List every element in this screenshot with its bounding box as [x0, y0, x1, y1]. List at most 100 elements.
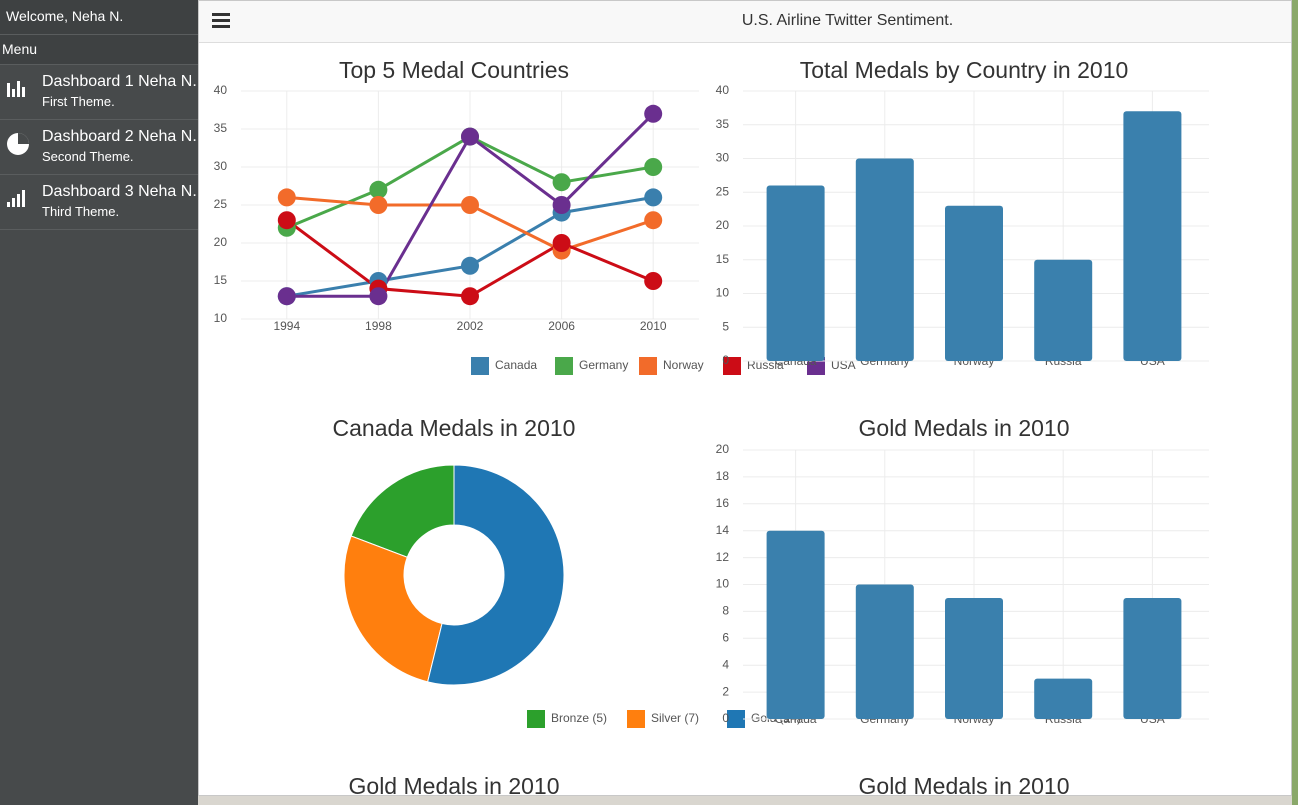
item-subtitle: Third Theme.: [42, 204, 120, 219]
point: [552, 234, 571, 252]
menu-label: Menu: [0, 35, 198, 65]
point: [552, 173, 571, 192]
chart-title: Top 5 Medal Countries: [339, 57, 569, 83]
point: [461, 287, 479, 306]
point: [277, 188, 296, 207]
header: U.S. Airline Twitter Sentiment.: [199, 1, 1291, 43]
y-tick-label: 15: [214, 273, 228, 287]
bar: [766, 530, 825, 719]
bar: [766, 185, 825, 361]
y-tick-label: 8: [722, 604, 729, 618]
y-tick-label: 14: [716, 523, 730, 537]
menu-item[interactable]: Dashboard 3 Neha N. Third Theme.: [0, 175, 198, 230]
point: [369, 287, 388, 306]
legend-label: Silver (7): [651, 711, 699, 725]
legend-label: Bronze (5): [551, 711, 607, 725]
legend-label: Canada: [495, 358, 537, 372]
y-tick-label: 25: [214, 197, 228, 211]
item-title: Dashboard 3 Neha N.: [42, 183, 197, 200]
icon: [7, 81, 25, 97]
legend-swatch: [639, 357, 657, 375]
y-tick-label: 10: [716, 286, 730, 300]
x-tick-label: 2002: [457, 319, 484, 333]
y-tick-label: 30: [214, 159, 228, 173]
welcome: Welcome, Neha N.: [0, 0, 198, 35]
legend-swatch: [627, 710, 645, 728]
point: [369, 196, 388, 214]
menu-item[interactable]: Dashboard 2 Neha N. Second Theme.: [0, 120, 198, 175]
icon: [7, 133, 29, 155]
y-tick-label: 10: [214, 311, 228, 325]
point: [277, 211, 296, 230]
bar: [1123, 597, 1182, 719]
x-tick-label: 1994: [273, 319, 300, 333]
point: [552, 196, 571, 214]
item-title: Dashboard 2 Neha N.: [42, 128, 197, 145]
bar: [855, 158, 914, 361]
y-tick-label: 2: [722, 684, 729, 698]
legend-label: USA: [831, 358, 856, 372]
point: [461, 196, 479, 214]
point: [644, 158, 663, 176]
x-tick-label: 1998: [365, 319, 392, 333]
y-tick-label: 0: [722, 353, 729, 367]
x-tick-label: 2006: [548, 319, 575, 333]
x-tick-label: 2010: [640, 319, 667, 333]
y-tick-label: 18: [716, 469, 730, 483]
menu-item[interactable]: Dashboard 1 Neha N. First Theme.: [0, 65, 198, 120]
legend-swatch: [723, 357, 741, 375]
bar: [1034, 259, 1093, 361]
slice: [350, 464, 455, 558]
sidebar: Welcome, Neha N. Menu Dashboard 1 Neha N…: [0, 0, 198, 805]
item-subtitle: Second Theme.: [42, 149, 134, 164]
legend-swatch: [727, 710, 745, 728]
y-tick-label: 35: [214, 121, 228, 135]
point: [644, 104, 663, 123]
point: [461, 127, 479, 146]
point: [644, 211, 663, 230]
y-tick-label: 20: [716, 218, 730, 232]
y-tick-label: 4: [722, 657, 729, 671]
y-tick-label: 6: [722, 630, 729, 644]
point: [277, 287, 296, 306]
y-tick-label: 15: [716, 252, 730, 266]
chart-title: Gold Medals in 2010: [349, 773, 560, 796]
point: [369, 180, 388, 199]
main-panel: U.S. Airline Twitter Sentiment. Top 5 Me…: [198, 0, 1292, 796]
chart-title: Gold Medals in 2010: [859, 773, 1070, 796]
hamburger[interactable]: [212, 13, 232, 29]
point: [644, 272, 663, 290]
legend-swatch: [471, 357, 489, 375]
y-tick-label: 10: [716, 577, 730, 591]
point: [644, 188, 663, 207]
bar: [1034, 678, 1093, 719]
item-subtitle: First Theme.: [42, 94, 115, 109]
y-tick-label: 35: [716, 117, 730, 131]
icon: [7, 190, 25, 207]
legend-label: Germany: [579, 358, 628, 372]
slice: [427, 464, 565, 686]
chart-title: Gold Medals in 2010: [859, 415, 1070, 441]
bar: [945, 205, 1003, 361]
legend-label: Norway: [663, 358, 704, 372]
chart-title: Canada Medals in 2010: [333, 415, 576, 441]
y-tick-label: 16: [716, 496, 730, 510]
y-tick-label: 20: [214, 235, 228, 249]
header-title: U.S. Airline Twitter Sentiment.: [741, 12, 954, 29]
point: [461, 256, 479, 275]
y-tick-label: 0: [722, 711, 729, 725]
item-title: Dashboard 1 Neha N.: [42, 73, 197, 90]
y-tick-label: 40: [716, 83, 730, 97]
y-tick-label: 12: [716, 550, 730, 564]
legend-swatch: [527, 710, 545, 728]
slice: [343, 535, 443, 683]
chart-title: Total Medals by Country in 2010: [800, 57, 1129, 83]
background-window: [1292, 0, 1298, 805]
y-tick-label: 25: [716, 184, 730, 198]
legend-swatch: [555, 357, 573, 375]
y-tick-label: 40: [214, 83, 228, 97]
y-tick-label: 20: [716, 442, 730, 456]
bar: [855, 584, 914, 719]
